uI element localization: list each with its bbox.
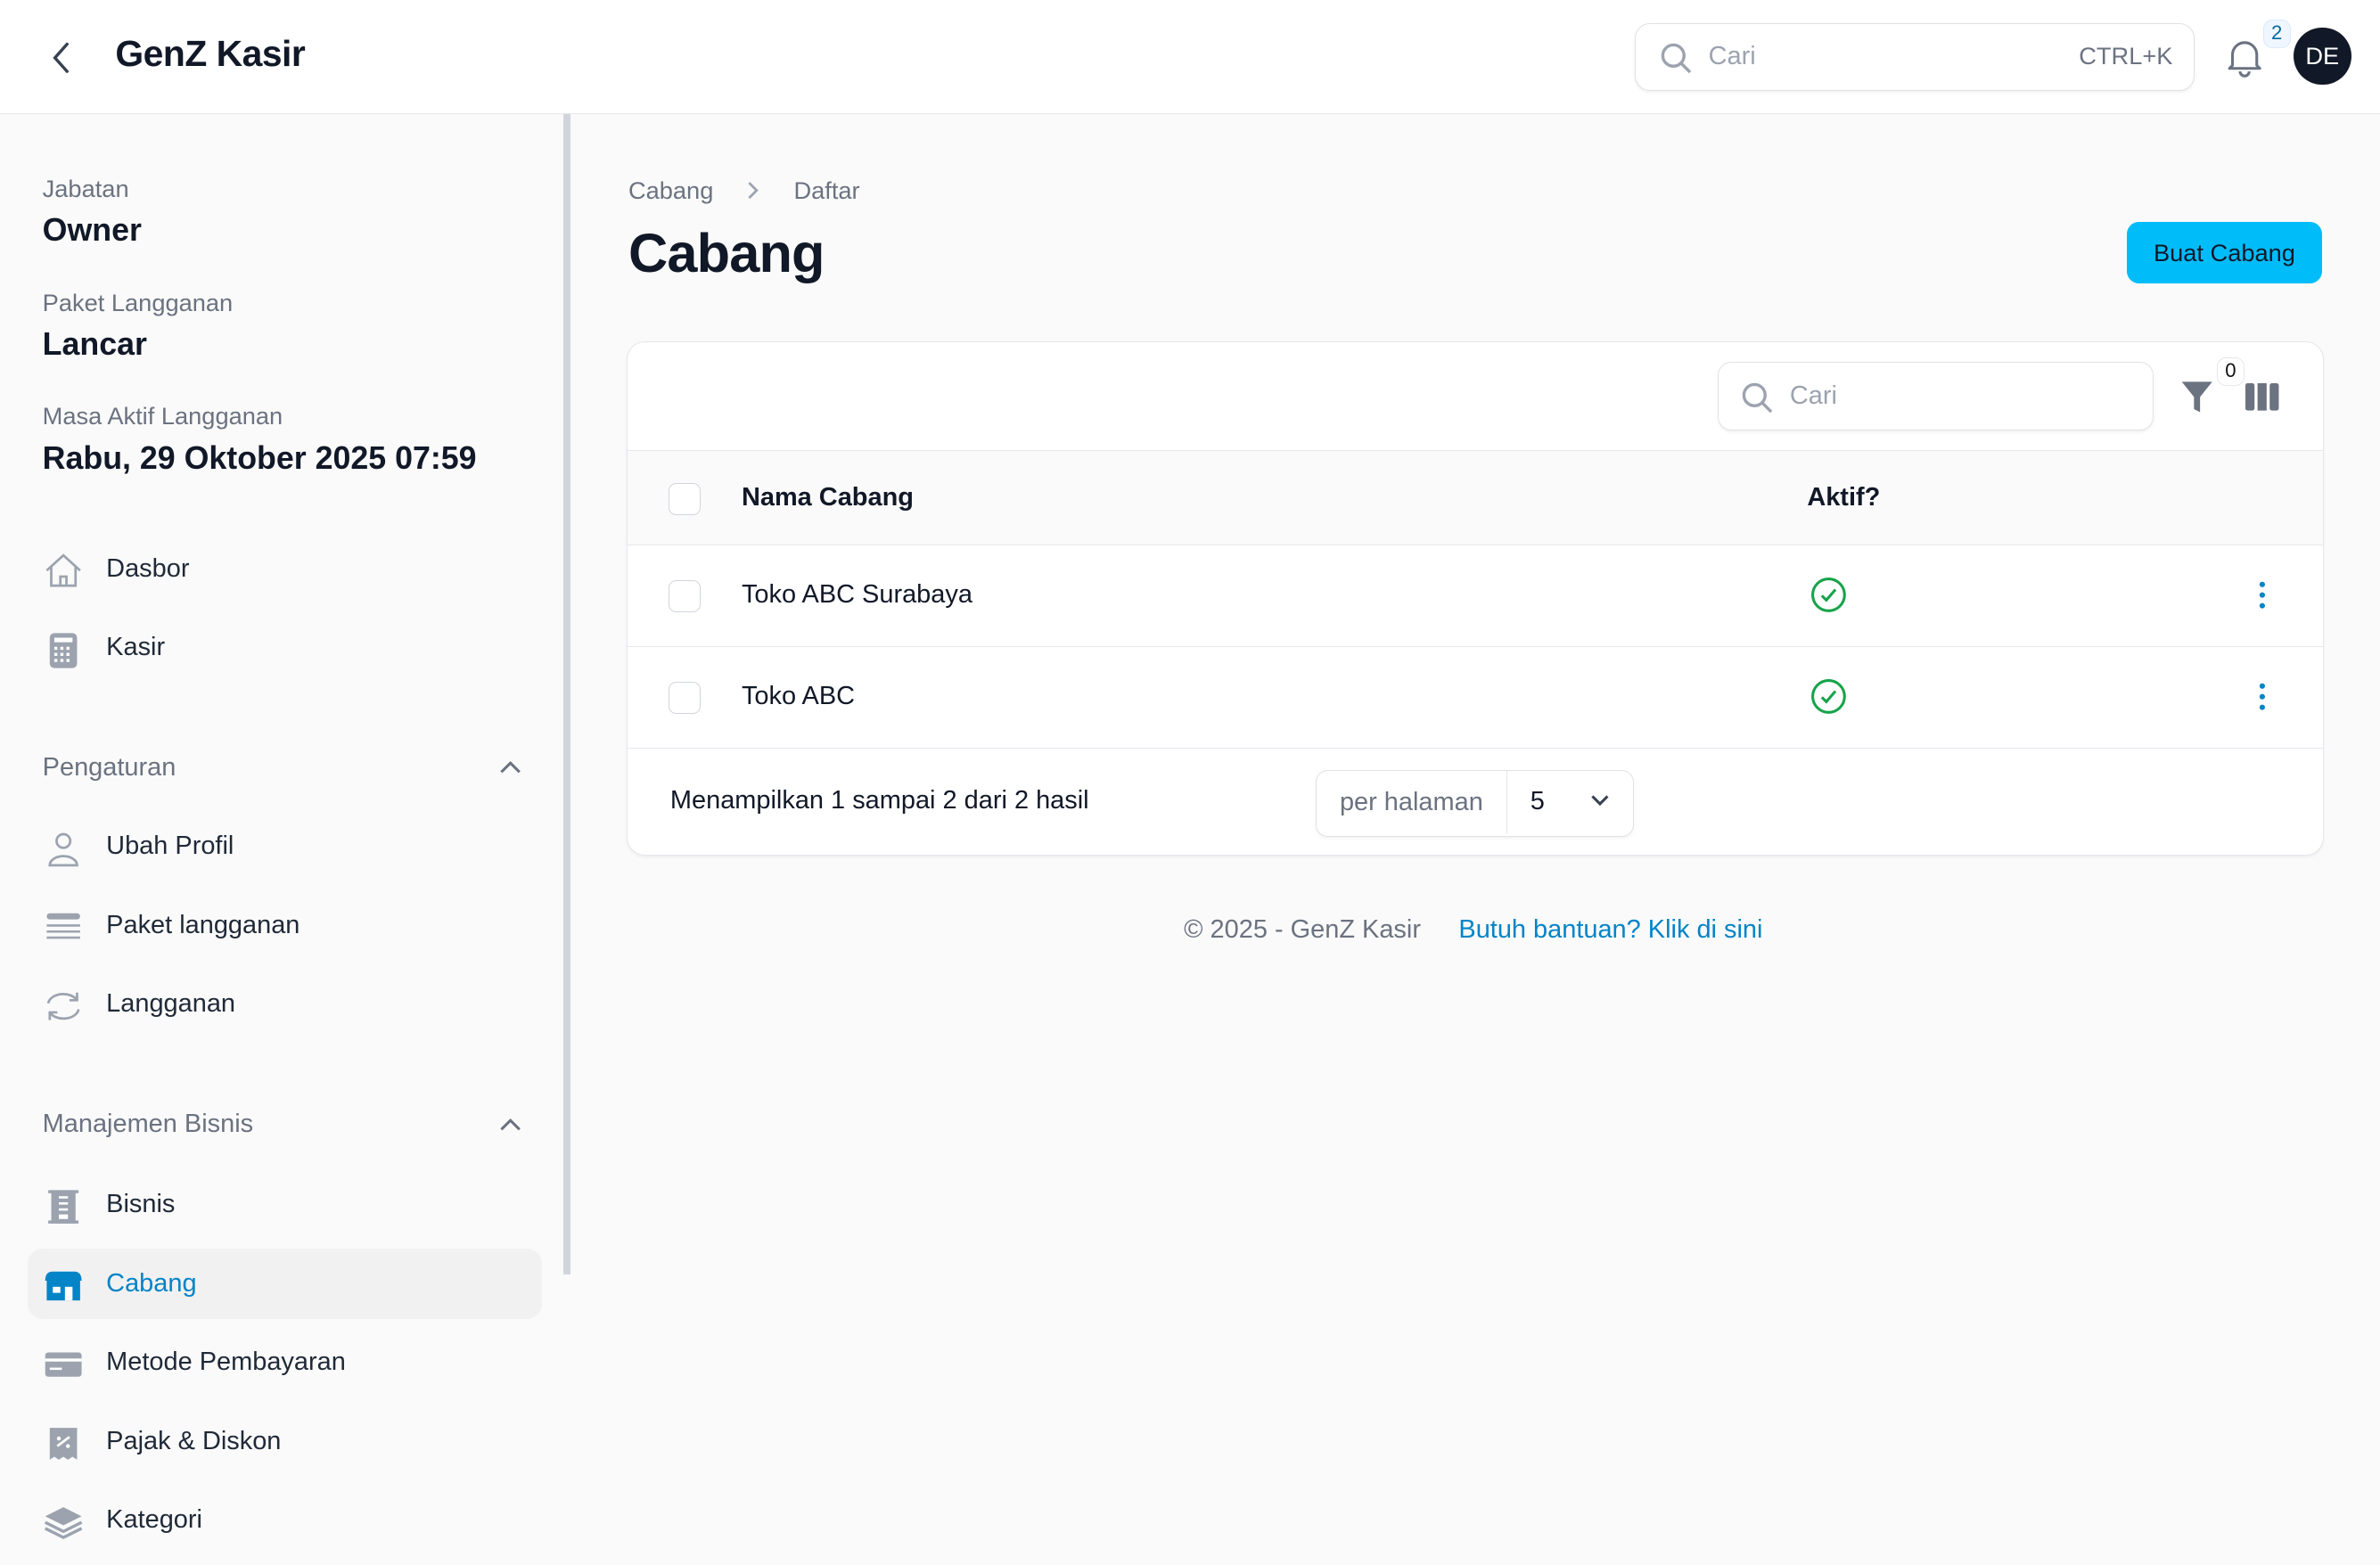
global-search-input[interactable]: Cari CTRL+K — [1634, 22, 2195, 92]
search-placeholder: Cari — [1708, 41, 1756, 70]
table-search-input[interactable]: Cari — [1717, 362, 2154, 430]
per-page-label: per halaman — [1317, 770, 1508, 835]
user-icon — [48, 832, 79, 866]
calculator-icon — [50, 633, 78, 668]
chevron-right-icon — [748, 182, 759, 200]
breadcrumb-daftar: Daftar — [793, 176, 860, 204]
select-all-checkbox[interactable] — [669, 482, 701, 515]
sidebar-item-label: Kategori — [106, 1505, 202, 1535]
copyright: © 2025 - GenZ Kasir — [1184, 914, 1421, 944]
table-row[interactable]: Toko ABC Surabaya — [628, 544, 2323, 646]
column-header-name[interactable]: Nama Cabang — [741, 482, 914, 512]
notification-badge: 2 — [2262, 20, 2291, 49]
sidebar-item-metode-pembayaran[interactable]: Metode Pembayaran — [28, 1328, 542, 1397]
sidebar-item-label: Ubah Profil — [106, 832, 234, 861]
home-icon — [45, 553, 82, 587]
store-icon — [45, 1271, 82, 1301]
sidebar: Jabatan Owner Paket Langganan Lancar Mas… — [0, 114, 562, 1565]
per-page-value: 5 — [1530, 787, 1545, 816]
table-row[interactable]: Toko ABC — [628, 645, 2323, 748]
filter-icon[interactable] — [2180, 379, 2213, 415]
plan-label: Paket Langganan — [42, 288, 234, 316]
sidebar-item-label: Paket langganan — [106, 910, 300, 939]
filter-count-badge: 0 — [2217, 357, 2245, 387]
table-pagination: Menampilkan 1 sampai 2 dari 2 hasil per … — [628, 747, 2323, 856]
layers-icon — [45, 1506, 83, 1539]
avatar[interactable]: DE — [2293, 27, 2351, 86]
row-checkbox[interactable] — [669, 579, 701, 612]
sidebar-item-langganan[interactable]: Langganan — [28, 970, 542, 1039]
role-label: Jabatan — [42, 174, 129, 202]
plan-value: Lancar — [42, 326, 147, 363]
sidebar-scrollbar[interactable] — [562, 113, 571, 1275]
per-page-select[interactable]: per halaman 5 — [1315, 769, 1635, 837]
refresh-icon — [47, 992, 80, 1020]
active-period-label: Masa Aktif Langganan — [42, 402, 283, 430]
building-icon — [48, 1189, 79, 1224]
page-title: Cabang — [628, 222, 825, 283]
branch-name: Toko ABC Surabaya — [741, 579, 973, 609]
group-label: Manajemen Bisnis — [42, 1109, 254, 1138]
row-actions-icon[interactable] — [2252, 680, 2273, 713]
sidebar-item-kategori[interactable]: Kategori — [28, 1486, 542, 1555]
sidebar-item-label: Langganan — [106, 989, 236, 1019]
receipt-percent-icon — [50, 1428, 78, 1461]
row-actions-icon[interactable] — [2252, 578, 2273, 611]
columns-icon[interactable] — [2245, 383, 2279, 411]
chevron-down-icon — [1591, 795, 1609, 807]
sidebar-item-cabang[interactable]: Cabang — [27, 1249, 542, 1319]
sidebar-item-label: Cabang — [106, 1268, 197, 1298]
column-header-active[interactable]: Aktif? — [1807, 482, 1881, 512]
search-shortcut: CTRL+K — [2079, 41, 2173, 70]
sidebar-item-label: Dasbor — [106, 553, 190, 583]
group-pengaturan-toggle[interactable]: Pengaturan — [43, 753, 525, 790]
sidebar-item-kasir[interactable]: Kasir — [28, 613, 542, 683]
check-circle-icon — [1810, 578, 1846, 613]
sidebar-item-bisnis[interactable]: Bisnis — [28, 1170, 542, 1240]
sidebar-item-label: Pajak & Diskon — [106, 1426, 282, 1455]
chevron-up-icon — [499, 761, 521, 774]
app-title: GenZ Kasir — [115, 33, 306, 75]
table-header-row: Nama Cabang Aktif? — [628, 450, 2323, 545]
sidebar-item-label: Metode Pembayaran — [106, 1348, 346, 1377]
group-label: Pengaturan — [42, 752, 176, 782]
sidebar-item-paket-langganan[interactable]: Paket langganan — [28, 891, 542, 961]
chevron-up-icon — [499, 1118, 521, 1130]
search-icon — [1743, 382, 1773, 413]
sidebar-item-label: Bisnis — [106, 1189, 176, 1218]
create-branch-button[interactable]: Buat Cabang — [2126, 221, 2323, 284]
list-icon — [46, 914, 81, 939]
sidebar-item-dasbor[interactable]: Dasbor — [28, 534, 542, 603]
top-header: GenZ Kasir Cari CTRL+K 2 DE — [0, 0, 2380, 114]
sidebar-item-ubah-profil[interactable]: Ubah Profil — [28, 812, 542, 881]
row-checkbox[interactable] — [669, 681, 701, 714]
bell-icon[interactable] — [2225, 37, 2264, 79]
branch-table: Cari 0 Nama Cabang Aktif? Toko ABC Surab… — [627, 341, 2324, 856]
per-page-dropdown[interactable]: 5 — [1507, 771, 1632, 835]
results-summary: Menampilkan 1 sampai 2 dari 2 hasil — [669, 786, 1089, 815]
branch-name: Toko ABC — [741, 681, 856, 710]
help-link[interactable]: Butuh bantuan? Klik di sini — [1458, 914, 1763, 944]
back-button[interactable] — [43, 37, 79, 79]
sidebar-item-pajak-diskon[interactable]: Pajak & Diskon — [28, 1406, 542, 1476]
chevron-left-icon — [53, 42, 69, 73]
check-circle-icon — [1810, 679, 1846, 715]
breadcrumb: Cabang Daftar — [628, 175, 860, 205]
credit-card-icon — [45, 1352, 82, 1377]
sidebar-item-label: Kasir — [106, 633, 166, 662]
active-period-value: Rabu, 29 Oktober 2025 07:59 — [42, 439, 477, 476]
role-value: Owner — [42, 212, 142, 249]
group-manajemen-bisnis-toggle[interactable]: Manajemen Bisnis — [43, 1110, 525, 1146]
breadcrumb-cabang[interactable]: Cabang — [628, 176, 714, 204]
search-icon — [1661, 43, 1692, 74]
search-placeholder: Cari — [1789, 381, 1837, 410]
